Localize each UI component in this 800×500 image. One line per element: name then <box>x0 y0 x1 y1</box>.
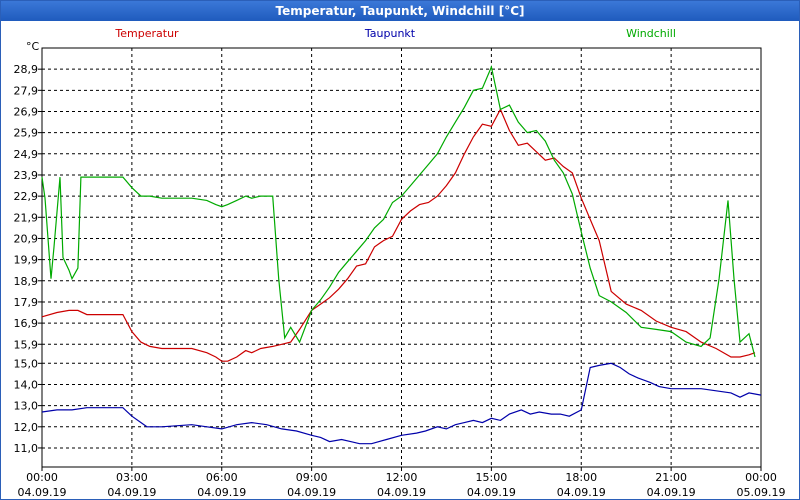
y-axis-unit-label: °C <box>26 40 40 53</box>
y-tick-label: 23,9 <box>14 169 39 182</box>
x-tick-time-label: 03:00 <box>116 471 148 484</box>
y-tick-label: 14,0 <box>14 378 39 391</box>
series-line-temperatur <box>41 108 756 362</box>
x-tick-date-label: 04.09.19 <box>557 486 606 499</box>
plot-frame <box>41 47 762 468</box>
x-tick-date-label: 04.09.19 <box>647 486 696 499</box>
x-tick-time-label: 12:00 <box>386 471 418 484</box>
y-tick-label: 25,9 <box>14 127 39 140</box>
y-tick-label: 22,9 <box>14 190 39 203</box>
y-tick-label: 20,9 <box>14 232 39 245</box>
y-tick-label: 15,0 <box>14 357 39 370</box>
window-title: Temperatur, Taupunkt, Windchill [°C] <box>1 1 799 21</box>
legend-windchill: Windchill <box>626 27 676 40</box>
y-tick-label: 24,9 <box>14 148 39 161</box>
x-tick-time-label: 00:00 <box>26 471 58 484</box>
x-tick-time-label: 00:00 <box>745 471 777 484</box>
x-tick-time-label: 18:00 <box>565 471 597 484</box>
x-tick-time-label: 06:00 <box>206 471 238 484</box>
x-tick-date-label: 04.09.19 <box>377 486 426 499</box>
x-tick-time-label: 15:00 <box>476 471 508 484</box>
y-tick-label: 15,9 <box>14 338 39 351</box>
y-tick-label: 18,9 <box>14 275 39 288</box>
y-tick-label: 11,0 <box>14 442 39 455</box>
series-line-taupunkt <box>41 362 762 445</box>
x-tick-date-label: 04.09.19 <box>197 486 246 499</box>
y-tick-label: 26,9 <box>14 105 39 118</box>
y-tick-label: 12,0 <box>14 421 39 434</box>
y-tick-label: 19,9 <box>14 254 39 267</box>
y-tick-label: 21,9 <box>14 211 39 224</box>
chart-canvas: 11,0 12,0 13,0 14,0 15,0 15,9 16,9 17,9 18,9 19,9… <box>14 27 786 499</box>
x-tick-date-label: 04.09.19 <box>107 486 156 499</box>
series-line-windchill <box>41 65 756 358</box>
y-tick-label: 27,9 <box>14 84 39 97</box>
y-tick-label: 13,0 <box>14 400 39 413</box>
legend-temperatur: Temperatur <box>114 27 179 40</box>
x-tick-date-label: 04.09.19 <box>467 486 516 499</box>
legend-taupunkt: Taupunkt <box>364 27 416 40</box>
x-tick-date-label: 04.09.19 <box>18 486 67 499</box>
x-tick-time-label: 21:00 <box>655 471 687 484</box>
x-tick-date-label: 05.09.19 <box>737 486 786 499</box>
x-tick-date-label: 04.09.19 <box>287 486 336 499</box>
y-tick-label: 28,9 <box>14 63 39 76</box>
y-tick-label: 16,9 <box>14 317 39 330</box>
y-tick-label: 17,9 <box>14 296 39 309</box>
x-tick-time-label: 09:00 <box>296 471 328 484</box>
